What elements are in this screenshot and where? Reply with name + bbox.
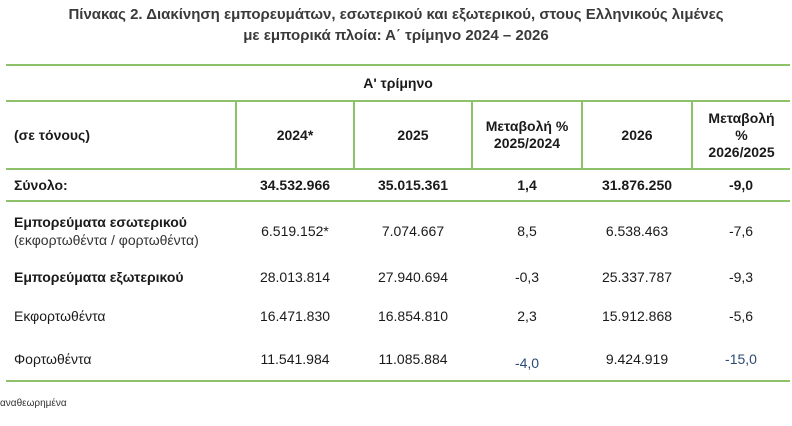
cell-2024: 28.013.814 [259,269,331,285]
table-row: Εμπορεύματα εσωτερικού (εκφορτωθέντα / φ… [6,201,790,260]
cell-2024: 16.471.830 [259,308,331,324]
cell-change-2025: 2,3 [517,308,537,324]
cell-change-2026: -9,3 [728,269,754,285]
table-row: Φορτωθέντα 11.541.984 11.085.884 -4,0 9.… [6,338,791,382]
cell-2025: 11.085.884 [354,338,472,382]
cell-2026: 9.424.919 [582,338,692,382]
cell-2025: 7.074.667 [381,223,445,239]
table-caption: Πίνακας 2. Διακίνηση εμπορευμάτων, εσωτε… [0,4,792,46]
caption-line-2: με εμπορικά πλοία: Α΄ τρίμηνο 2024 – 202… [243,27,549,44]
row-label-cell: Εμπορεύματα εσωτερικού (εκφορτωθέντα / φ… [6,201,236,260]
cell-change-2025: -4,0 [472,338,582,382]
header-change-2026-l3: 2026/2025 [708,143,775,160]
header-2025: 2025 [353,101,472,170]
cell-2024: 6.519.152* [261,223,329,239]
cell-change-2025: 1,4 [472,169,582,202]
table-row: Εμπορεύματα εξωτερικού 28.013.814 27.940… [6,260,790,294]
row-label: Σύνολο: [6,169,236,202]
cell-change-2026: -9,0 [692,169,791,202]
cell-2025: 27.940.694 [377,269,449,285]
cell-2025: 35.015.361 [354,169,472,202]
cell-change-2026: -15,0 [692,338,791,382]
header-2024: 2024* [235,101,354,170]
header-change-2025-l2: 2025/2024 [493,135,561,151]
header-2026: 2026 [581,101,692,170]
header-change-2025: Μεταβολή % 2025/2024 [471,101,582,170]
table-row: Εκφορτωθέντα 16.471.830 16.854.810 2,3 1… [6,294,790,338]
cell-2026: 31.876.250 [582,169,692,202]
cell-change-2026: -7,6 [728,223,754,239]
row-label: Εμπορεύματα εξωτερικού [14,269,184,285]
cell-change-2025: 8,5 [517,223,537,239]
header-change-2026-l1: Μεταβολή [708,109,775,126]
quarter-header: Α' τρίμηνο [6,64,791,102]
caption-line-1: Πίνακας 2. Διακίνηση εμπορευμάτων, εσωτε… [68,6,724,23]
super-header-row: Α' τρίμηνο [6,64,791,102]
row-label: Εκφορτωθέντα [14,308,106,324]
cell-change-2025: -0,3 [514,269,540,285]
header-change-2026: Μεταβολή % 2026/2025 [690,101,791,170]
cell-2025: 16.854.810 [377,308,449,324]
cell-2024: 34.532.966 [236,169,354,202]
cell-2026: 15.912.868 [601,308,673,324]
cell-change-2026: -5,6 [728,308,754,324]
row-label: Εμπορεύματα εσωτερικού [14,214,187,230]
header-unit: (σε τόνους) [6,101,236,170]
cargo-table: Α' τρίμηνο (σε τόνους) 2024* 2025 Μεταβο… [6,64,791,382]
column-header-row: (σε τόνους) 2024* 2025 Μεταβολή % 2025/2… [6,101,791,170]
header-change-2026-l2: % [735,126,748,143]
footnote: αναθεωρημένα [0,398,67,409]
header-change-2025-l1: Μεταβολή % [485,118,569,134]
cell-change-2025-value: -4,0 [514,355,540,371]
table-row: Σύνολο: 34.532.966 35.015.361 1,4 31.876… [6,169,791,202]
row-label: Φορτωθέντα [6,338,236,382]
cell-2026: 25.337.787 [601,269,673,285]
cell-2024: 11.541.984 [236,338,354,382]
row-sublabel: (εκφορτωθέντα / φορτωθέντα) [14,232,199,248]
cell-2026: 6.538.463 [605,223,669,239]
cell-change-2026-value: -15,0 [725,351,757,367]
